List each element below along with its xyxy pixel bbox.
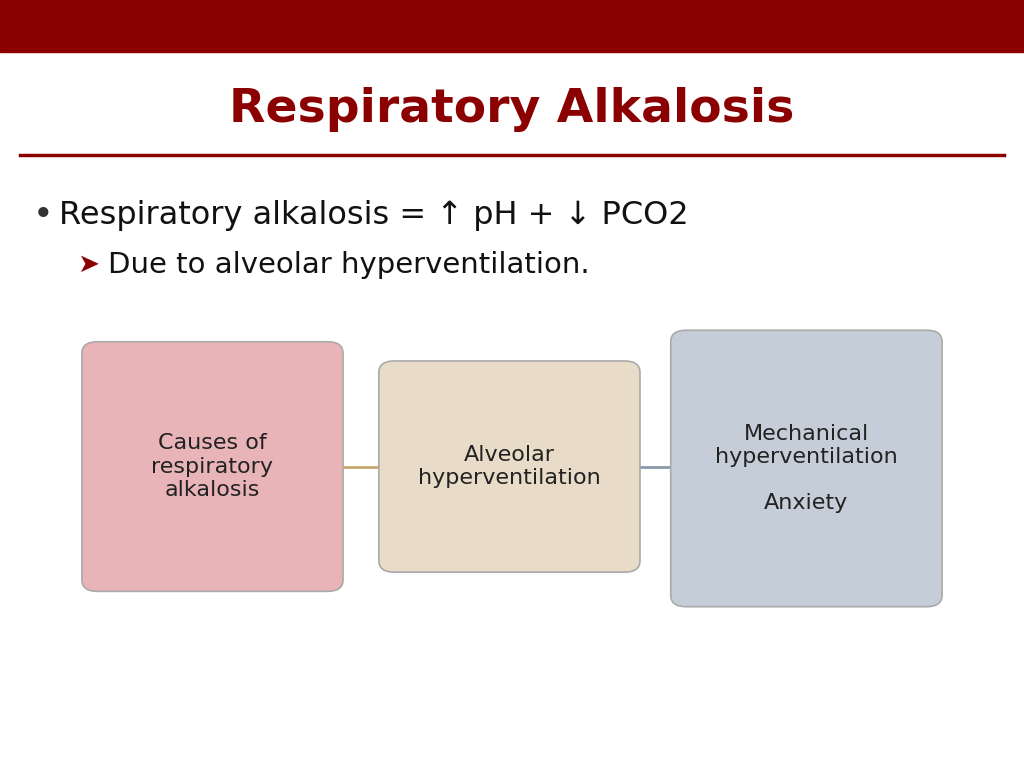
Text: Causes of
respiratory
alkalosis: Causes of respiratory alkalosis <box>152 433 273 500</box>
FancyBboxPatch shape <box>671 330 942 607</box>
Text: Respiratory Alkalosis: Respiratory Alkalosis <box>229 88 795 132</box>
Text: Due to alveolar hyperventilation.: Due to alveolar hyperventilation. <box>108 251 589 279</box>
Text: ➤: ➤ <box>77 252 99 278</box>
Text: Mechanical
hyperventilation

Anxiety: Mechanical hyperventilation Anxiety <box>715 424 898 513</box>
Text: Alveolar
hyperventilation: Alveolar hyperventilation <box>418 445 601 488</box>
Bar <box>0 0 1024 52</box>
Text: Respiratory alkalosis = ↑ pH + ↓ PCO2: Respiratory alkalosis = ↑ pH + ↓ PCO2 <box>59 200 689 230</box>
FancyBboxPatch shape <box>82 342 343 591</box>
Text: •: • <box>33 198 53 232</box>
FancyBboxPatch shape <box>379 361 640 572</box>
